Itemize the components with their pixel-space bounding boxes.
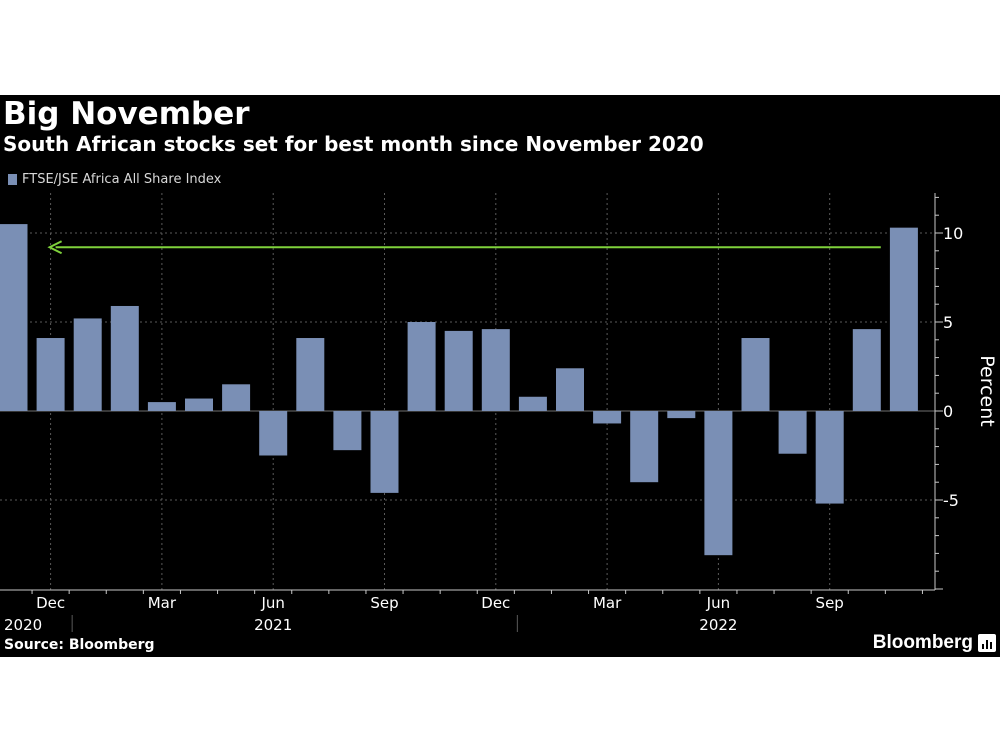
bar <box>296 338 325 411</box>
bar <box>185 398 213 411</box>
chart-subtitle: South African stocks set for best month … <box>3 132 704 156</box>
bar <box>36 338 65 411</box>
x-year-label: 2021 <box>254 616 292 634</box>
bloomberg-logo: Bloomberg <box>873 632 996 654</box>
x-tick-label: Dec <box>36 594 65 612</box>
x-year-label: 2022 <box>699 616 737 634</box>
bar <box>741 338 770 411</box>
legend: FTSE/JSE Africa All Share Index <box>8 170 221 188</box>
logo-text: Bloomberg <box>872 632 973 653</box>
x-tick-label: Mar <box>148 594 177 612</box>
bar <box>481 329 510 411</box>
bar <box>852 329 881 411</box>
bar <box>444 330 473 411</box>
bar <box>630 411 659 483</box>
bar-chart: -5 0 5 10 Percent Dec Mar Jun Sep Dec Mar Jun Sep 202… <box>0 193 998 634</box>
chart-title: Big November <box>3 96 250 132</box>
y-tick-label: 5 <box>943 313 953 332</box>
x-tick-label: Jun <box>260 594 284 612</box>
y-tick-label: -5 <box>943 491 959 510</box>
bar <box>147 402 176 411</box>
bar <box>704 411 733 556</box>
bar <box>73 318 102 411</box>
bar <box>518 396 547 411</box>
x-tick-label: Sep <box>816 594 844 612</box>
bar <box>333 411 362 451</box>
y-tick-label: 0 <box>943 402 953 421</box>
legend-swatch <box>8 173 17 185</box>
bar <box>593 411 622 424</box>
x-tick-label: Sep <box>370 594 398 612</box>
arrow-head <box>47 240 63 255</box>
bar <box>259 411 288 456</box>
bar <box>889 227 918 411</box>
bar <box>110 305 139 411</box>
bar <box>667 411 696 419</box>
x-tick-label: Mar <box>593 594 622 612</box>
chart-panel: Big November South African stocks set fo… <box>0 95 1000 657</box>
bar <box>407 322 436 411</box>
legend-label: FTSE/JSE Africa All Share Index <box>22 171 222 187</box>
x-tick-label: Dec <box>481 594 510 612</box>
y-axis-label: Percent <box>976 355 998 427</box>
bloomberg-mark-icon <box>978 634 996 652</box>
source-note: Source: Bloomberg <box>4 637 155 653</box>
bar <box>815 411 844 504</box>
x-year-label: 2020 <box>4 616 42 634</box>
bar <box>778 411 807 454</box>
bar <box>0 224 28 411</box>
y-tick-label: 10 <box>943 224 963 243</box>
bar <box>370 411 399 493</box>
bar <box>222 384 251 411</box>
x-tick-label: Jun <box>706 594 730 612</box>
bar <box>556 368 584 411</box>
